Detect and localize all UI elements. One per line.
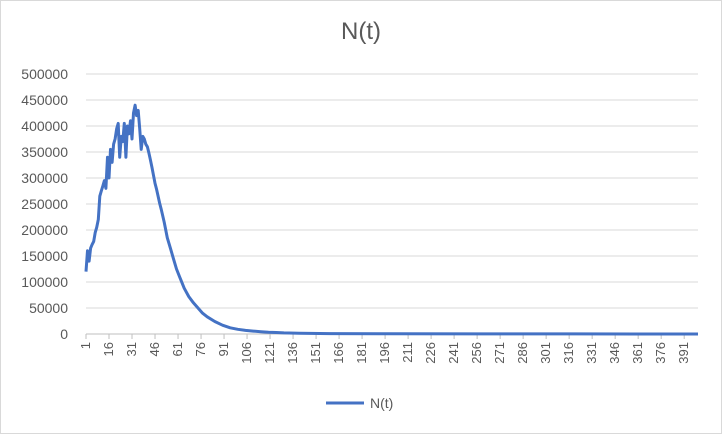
- legend: N(t): [326, 395, 393, 411]
- x-axis-ticks: 1 16 31 46 61 76 91 106 121 136 151 166 181 196 211 226…: [78, 334, 691, 364]
- x-tick-label: 166: [331, 342, 346, 364]
- x-tick-label: 16: [101, 342, 116, 356]
- x-tick-label: 316: [561, 342, 576, 364]
- x-tick-label: 301: [538, 342, 553, 364]
- x-tick-label: 76: [193, 342, 208, 356]
- y-tick-label: 400000: [21, 118, 68, 134]
- x-tick-label: 376: [653, 342, 668, 364]
- x-tick-label: 226: [423, 342, 438, 364]
- y-tick-label: 450000: [21, 92, 68, 108]
- series-line-n-t: [84, 103, 699, 336]
- legend-label: N(t): [370, 395, 393, 411]
- x-tick-label: 211: [400, 342, 415, 363]
- x-tick-label: 91: [216, 342, 231, 356]
- y-tick-label: 250000: [21, 196, 68, 212]
- y-tick-label: 0: [60, 326, 68, 342]
- x-tick-label: 256: [469, 342, 484, 364]
- x-tick-label: 136: [285, 342, 300, 364]
- y-tick-label: 350000: [21, 144, 68, 160]
- x-tick-label: 61: [170, 342, 185, 356]
- gridlines: [86, 73, 698, 309]
- x-tick-label: 196: [377, 342, 392, 364]
- y-tick-label: 500000: [21, 66, 68, 82]
- x-tick-label: 31: [124, 342, 139, 356]
- x-tick-label: 391: [676, 342, 691, 364]
- x-tick-label: 121: [262, 342, 277, 364]
- x-tick-label: 271: [492, 342, 507, 364]
- x-tick-label: 241: [446, 342, 461, 364]
- x-tick-label: 361: [630, 342, 645, 364]
- x-tick-label: 106: [239, 342, 254, 364]
- chart-title: N(t): [341, 18, 381, 45]
- y-axis-ticks: 0 50000 100000 150000 200000 250000 300000 3500…: [21, 66, 68, 342]
- x-tick-label: 1: [78, 342, 93, 349]
- y-tick-label: 100000: [21, 274, 68, 290]
- y-tick-label: 150000: [21, 248, 68, 264]
- x-tick-label: 346: [607, 342, 622, 364]
- x-tick-label: 181: [354, 342, 369, 364]
- y-tick-label: 200000: [21, 222, 68, 238]
- x-tick-label: 151: [308, 342, 323, 364]
- x-tick-label: 331: [584, 342, 599, 364]
- y-tick-label: 300000: [21, 170, 68, 186]
- x-tick-label: 286: [515, 342, 530, 364]
- y-tick-label: 50000: [29, 300, 68, 316]
- x-tick-label: 46: [147, 342, 162, 356]
